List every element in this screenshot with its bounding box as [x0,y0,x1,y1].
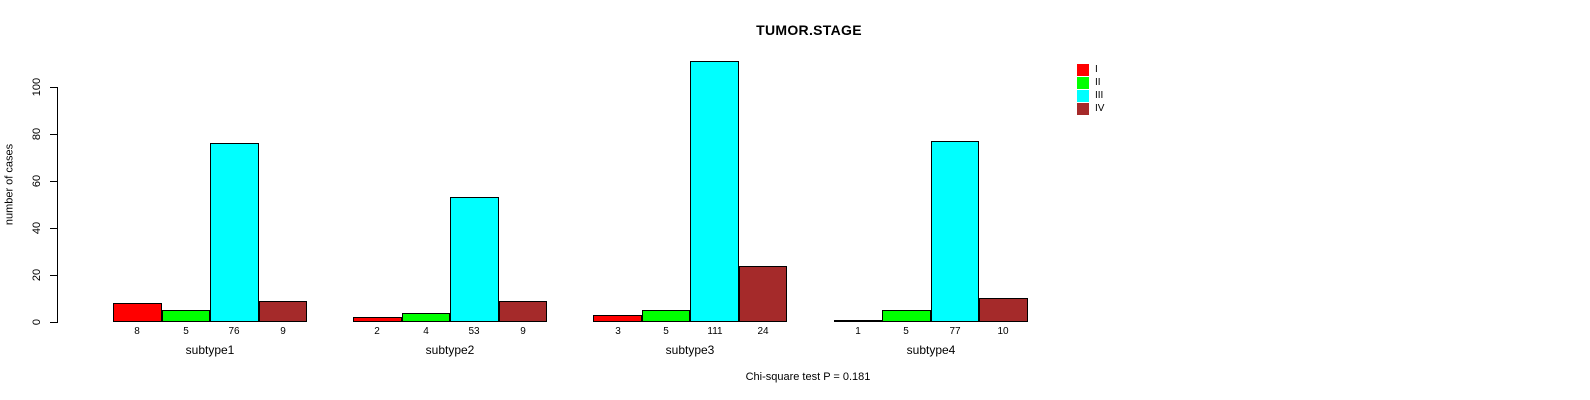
bar-value-label: 24 [757,326,769,337]
bar-value-label: 5 [903,326,909,337]
bar-segment-ii-subtype3 [642,310,690,322]
bar-value-label: 5 [183,326,189,337]
bar-segment-i-subtype2 [353,317,402,322]
bar-value-label: 9 [520,326,526,337]
category-label-subtype1: subtype1 [185,343,235,357]
bar-segment-iv-subtype3 [739,266,787,322]
bar-segment-iii-subtype2 [450,197,499,322]
chi-square-annotation: Chi-square test P = 0.181 [745,371,871,383]
bar-segment-iv-subtype1 [259,301,307,322]
chart-title: TUMOR.STAGE [756,22,862,38]
y-tick-mark [50,180,57,182]
bar-segment-iii-subtype4 [931,141,979,322]
bar-value-label: 76 [228,326,240,337]
bar-value-label: 9 [280,326,286,337]
y-tick-label: 80 [31,127,43,141]
bar-segment-ii-subtype1 [162,310,210,322]
legend-label-ii: II [1095,77,1101,88]
legend-swatch-iv [1077,103,1089,115]
legend-swatch-ii [1077,77,1089,89]
y-tick-mark [50,321,57,323]
bar-segment-ii-subtype2 [402,313,450,322]
bar-value-label: 2 [374,326,380,337]
legend-label-iii: III [1095,90,1104,101]
bar-value-label: 3 [615,326,621,337]
y-tick-label: 0 [31,318,43,326]
bar-value-label: 5 [663,326,669,337]
bar-segment-i-subtype4 [834,320,882,322]
legend-swatch-i [1077,64,1089,76]
bar-value-label: 4 [423,326,429,337]
category-label-subtype2: subtype2 [425,343,475,357]
bar-value-label: 53 [468,326,480,337]
y-tick-label: 20 [31,268,43,282]
y-tick-mark [50,227,57,229]
bar-segment-iv-subtype4 [979,298,1028,322]
bar-value-label: 77 [949,326,961,337]
y-tick-mark [50,133,57,135]
bar-segment-iii-subtype3 [690,61,739,322]
y-axis-line [57,87,58,323]
bar-segment-i-subtype3 [593,315,642,322]
category-label-subtype4: subtype4 [906,343,956,357]
bar-value-label: 111 [707,326,723,337]
legend-label-iv: IV [1095,103,1105,114]
bar-value-label: 8 [134,326,140,337]
bar-value-label: 10 [997,326,1009,337]
bar-segment-iii-subtype1 [210,143,259,322]
bar-value-label: 1 [855,326,861,337]
legend-swatch-iii [1077,90,1089,102]
legend-label-i: I [1095,64,1098,75]
y-tick-label: 40 [31,221,43,235]
bar-segment-iv-subtype2 [499,301,547,322]
y-tick-mark [50,274,57,276]
category-label-subtype3: subtype3 [665,343,715,357]
y-tick-label: 60 [31,174,43,188]
y-tick-label: 100 [31,77,43,97]
bar-segment-i-subtype1 [113,303,162,322]
y-tick-mark [50,86,57,88]
bar-segment-ii-subtype4 [882,310,931,322]
